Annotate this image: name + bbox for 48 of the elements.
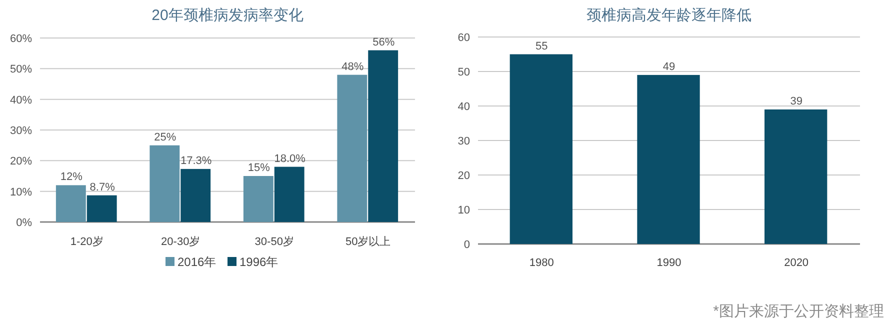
data-label: 49 [662,60,676,73]
bar [764,109,828,244]
data-label: 56% [372,36,395,48]
data-label: 39 [790,95,802,108]
y-tick-label: 0 [464,239,470,251]
y-tick-label: 30 [458,136,470,148]
y-tick-label: 0% [16,217,32,229]
bar [150,145,180,222]
bar [243,176,274,222]
y-tick-label: 50 [458,66,470,78]
y-tick-label: 30% [10,125,32,137]
data-label: 55 [536,40,548,52]
bar [368,50,398,222]
x-tick-label: 1990 [656,257,682,269]
data-label: 17.3% [180,154,212,167]
y-tick-label: 10% [10,186,32,198]
legend-label: 2016年 [178,255,216,269]
y-tick-label: 40% [10,94,32,106]
chart-title: 颈椎病高发年龄逐年降低 [586,7,752,24]
data-label: 25% [154,131,176,144]
data-label: 8.7% [90,181,116,194]
bar [337,74,368,222]
x-tick-label: 30-50岁 [254,236,294,248]
y-tick-label: 20% [10,156,32,168]
bar [56,185,86,222]
y-tick-label: 60% [10,33,32,45]
bar [637,74,700,244]
data-label: 12% [60,171,83,184]
bar [180,168,211,222]
y-tick-label: 40 [458,101,470,113]
x-tick-label: 50岁以上 [346,235,391,248]
chart-title: 20年颈椎病发病率变化 [152,7,304,24]
data-label: 15% [248,162,270,174]
data-label: 18.0% [274,152,306,165]
x-tick-label: 20-30岁 [161,236,200,248]
data-label: 48% [342,60,364,73]
y-tick-label: 10 [458,204,470,216]
bar [274,166,304,222]
y-tick-label: 20 [458,170,470,182]
bar [510,54,572,244]
y-tick-label: 60 [458,32,470,44]
legend-label: 1996年 [240,255,278,269]
text: *图片来源于公开资料整理 [713,303,884,320]
x-tick-label: 1980 [529,257,554,269]
x-tick-label: 1-20岁 [70,236,104,248]
x-tick-label: 2020 [784,257,809,269]
bar [86,195,117,222]
y-tick-label: 50% [10,64,32,76]
